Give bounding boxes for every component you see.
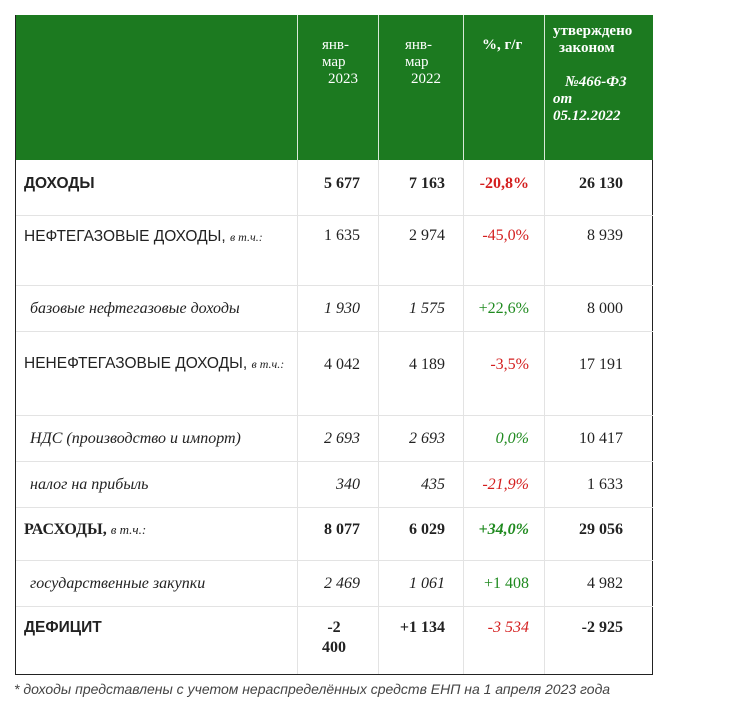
row-label: ДОХОДЫ <box>24 175 95 192</box>
value-law: 10 417 <box>579 430 623 447</box>
footnote: * доходы представлены с учетом нераспред… <box>14 681 611 697</box>
table-row-base-oil-gas: базовые нефтегазовые доходы 1 930 1 575 … <box>16 286 653 332</box>
table-row-oil-gas: НЕФТЕГАЗОВЫЕ ДОХОДЫ, в т.ч.: 1 635 2 974… <box>16 216 653 286</box>
value-law: 17 191 <box>579 356 623 373</box>
table-row-vat: НДС (производство и импорт) 2 693 2 693 … <box>16 416 653 462</box>
table-header: янв- мар 2023 янв- мар 2022 %, г/г утвер… <box>16 15 653 160</box>
value-yoy: -20,8% <box>479 175 529 192</box>
row-label: налог на прибыль <box>30 476 149 493</box>
value-yoy: -3,5% <box>490 356 529 373</box>
value-law: 26 130 <box>579 175 623 192</box>
value-2022: +1 134 <box>399 619 445 636</box>
value-2022: 2 693 <box>409 430 445 447</box>
value-2022: 4 189 <box>409 356 445 373</box>
row-label: базовые нефтегазовые доходы <box>30 300 240 317</box>
header-col-2022: янв- мар 2022 <box>378 15 463 160</box>
value-2023: 8 077 <box>324 521 360 538</box>
header-col-2023: янв- мар 2023 <box>297 15 378 160</box>
row-label: государственные закупки <box>30 575 206 592</box>
value-2023: 2 693 <box>324 430 360 447</box>
value-yoy: -3 534 <box>487 619 529 636</box>
col-divider <box>463 160 464 674</box>
value-yoy: 0,0% <box>495 430 529 447</box>
value-2022: 2 974 <box>409 227 445 244</box>
row-label: НЕФТЕГАЗОВЫЕ ДОХОДЫ, в т.ч.: <box>24 228 263 245</box>
table-row-expenses: РАСХОДЫ, в т.ч.: 8 077 6 029 +34,0% 29 0… <box>16 508 653 561</box>
value-2022: 1 061 <box>409 575 445 592</box>
col-divider <box>378 160 379 674</box>
value-2023: 1 930 <box>324 300 360 317</box>
header-col-law: утверждено законом №466-ФЗ от 05.12.2022 <box>544 15 653 160</box>
value-law: 8 000 <box>587 300 623 317</box>
value-yoy: +22,6% <box>478 300 529 317</box>
value-law: 1 633 <box>587 476 623 493</box>
budget-table: янв- мар 2023 янв- мар 2022 %, г/г утвер… <box>15 15 653 675</box>
table-row-procurement: государственные закупки 2 469 1 061 +1 4… <box>16 561 653 607</box>
row-label: НДС (производство и импорт) <box>30 430 241 447</box>
value-yoy: +34,0% <box>478 521 529 538</box>
header-col-yoy: %, г/г <box>463 15 544 160</box>
value-yoy: -21,9% <box>482 476 529 493</box>
value-2023: 1 635 <box>324 227 360 244</box>
value-2022: 435 <box>421 476 445 493</box>
value-2023: 5 677 <box>324 175 360 192</box>
row-label: РАСХОДЫ, в т.ч.: <box>24 521 147 538</box>
value-2023: -2 400 <box>322 619 346 656</box>
value-2023: 340 <box>336 476 360 493</box>
value-2023: 2 469 <box>324 575 360 592</box>
value-2023: 4 042 <box>324 356 360 373</box>
value-2022: 7 163 <box>409 175 445 192</box>
row-label: НЕНЕФТЕГАЗОВЫЕ ДОХОДЫ, в т.ч.: <box>24 355 285 372</box>
col-divider <box>297 160 298 674</box>
table-row-profit-tax: налог на прибыль 340 435 -21,9% 1 633 <box>16 462 653 508</box>
value-law: -2 925 <box>581 619 623 636</box>
row-label: ДЕФИЦИТ <box>24 619 102 636</box>
value-law: 29 056 <box>579 521 623 538</box>
table-row-deficit: ДЕФИЦИТ -2 400 +1 134 -3 534 -2 925 <box>16 607 653 675</box>
value-2022: 6 029 <box>409 521 445 538</box>
value-law: 4 982 <box>587 575 623 592</box>
col-divider <box>544 160 545 674</box>
value-yoy: +1 408 <box>483 575 529 592</box>
value-law: 8 939 <box>587 227 623 244</box>
table-row-revenue: ДОХОДЫ 5 677 7 163 -20,8% 26 130 <box>16 160 653 216</box>
table-row-non-oil-gas: НЕНЕФТЕГАЗОВЫЕ ДОХОДЫ, в т.ч.: 4 042 4 1… <box>16 332 653 416</box>
value-yoy: -45,0% <box>482 227 529 244</box>
value-2022: 1 575 <box>409 300 445 317</box>
